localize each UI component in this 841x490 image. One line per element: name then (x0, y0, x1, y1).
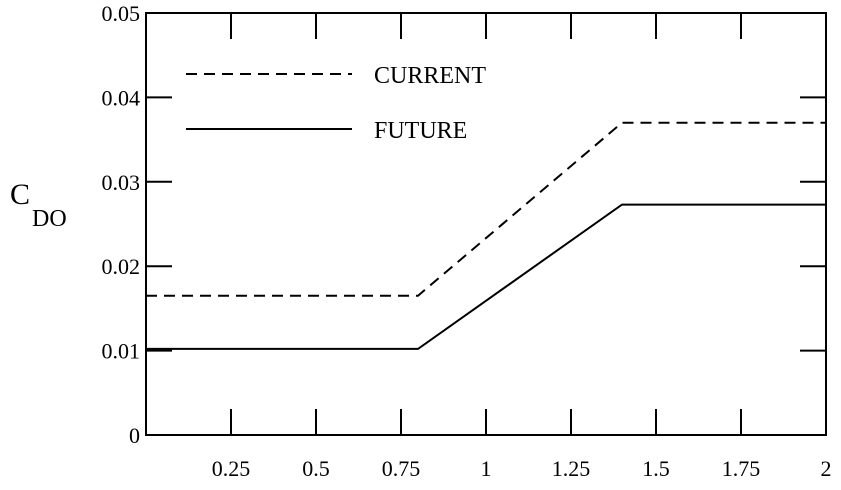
series-lines (146, 121, 826, 350)
series-line-current (146, 121, 826, 297)
y-tick-label: 0 (129, 423, 140, 448)
x-tick-label: 0.25 (212, 456, 251, 481)
x-tick-label: 2 (821, 456, 832, 481)
tick-marks (146, 13, 826, 435)
legend-label-current: CURRENT (374, 63, 486, 89)
x-tick-label: 1.75 (722, 456, 761, 481)
y-axis-label-subscript: DO (32, 206, 67, 232)
legend-label-future: FUTURE (374, 118, 467, 144)
x-tick-label: 1.25 (552, 456, 591, 481)
legend: CURRENT FUTURE (186, 63, 486, 144)
x-tick-label: 0.5 (302, 456, 330, 481)
x-tick-label: 1 (481, 456, 492, 481)
y-axis-label-main: C (10, 178, 30, 211)
series-line-future (146, 203, 826, 350)
x-tick-label: 1.5 (642, 456, 670, 481)
y-tick-label: 0.04 (102, 85, 141, 110)
y-tick-label: 0.05 (102, 1, 141, 26)
y-tick-label: 0.03 (102, 170, 141, 195)
y-axis-label: C DO (10, 178, 67, 232)
y-tick-label: 0.01 (102, 339, 141, 364)
x-tick-labels: 0.25 0.5 0.75 1 1.25 1.5 1.75 2 (212, 456, 832, 481)
y-tick-label: 0.02 (102, 254, 141, 279)
x-tick-label: 0.75 (382, 456, 421, 481)
y-tick-labels: 0 0.01 0.02 0.03 0.04 0.05 (102, 1, 141, 448)
